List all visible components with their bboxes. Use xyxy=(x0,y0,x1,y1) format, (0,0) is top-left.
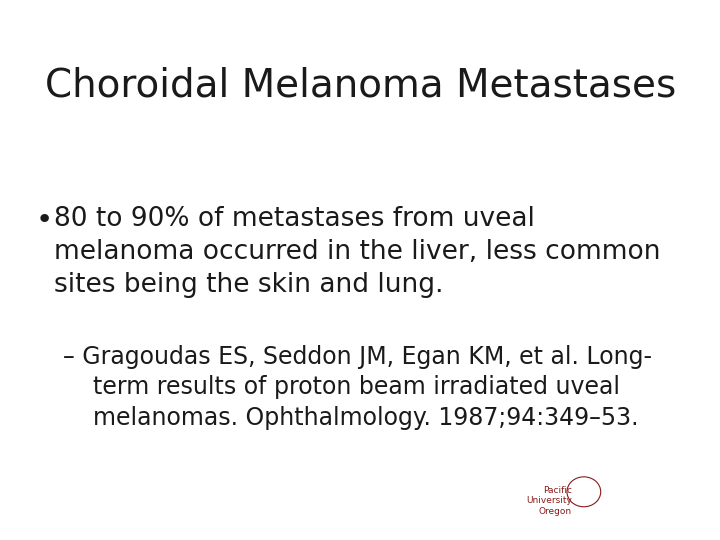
Text: – Gragoudas ES, Seddon JM, Egan KM, et al. Long-
    term results of proton beam: – Gragoudas ES, Seddon JM, Egan KM, et a… xyxy=(63,345,652,430)
Text: •: • xyxy=(36,206,53,234)
Text: Choroidal Melanoma Metastases: Choroidal Melanoma Metastases xyxy=(45,67,676,105)
Text: Pacific
University
Oregon: Pacific University Oregon xyxy=(526,486,572,516)
Text: 80 to 90% of metastases from uveal
melanoma occurred in the liver, less common
s: 80 to 90% of metastases from uveal melan… xyxy=(54,206,660,298)
